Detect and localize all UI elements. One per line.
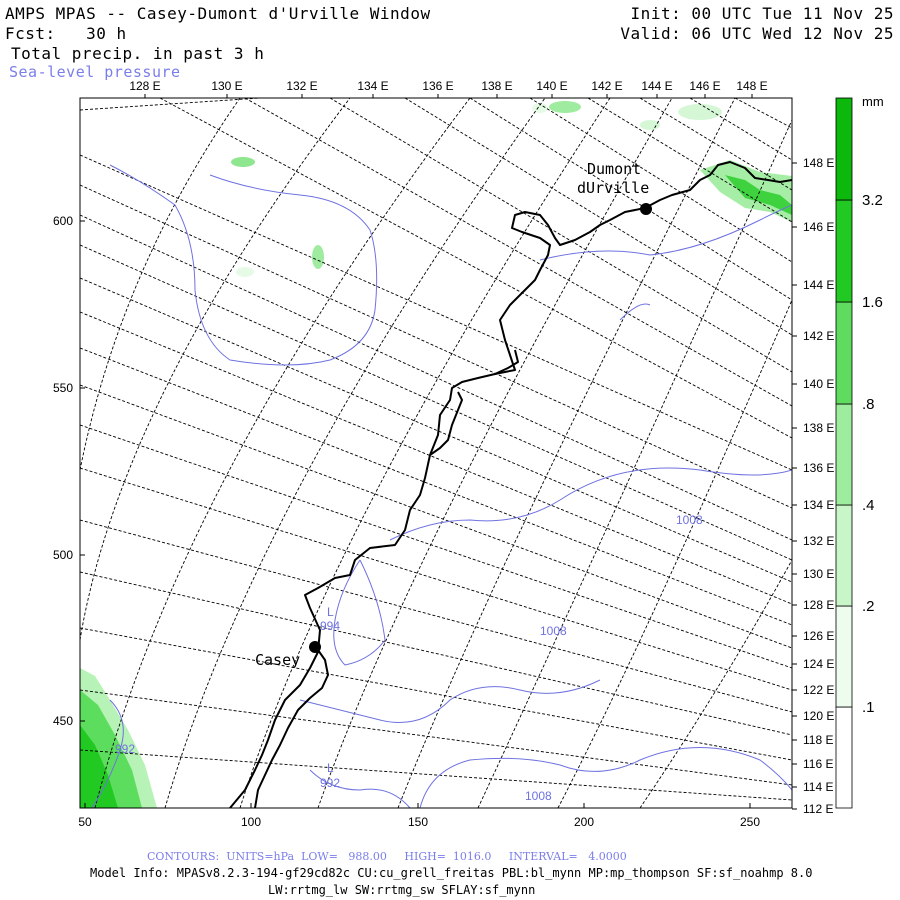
right-lon-label: 122 E bbox=[803, 683, 834, 697]
right-lon-label: 130 E bbox=[803, 567, 834, 581]
init-time: Init: 00 UTC Tue 11 Nov 25 bbox=[630, 4, 894, 23]
stations: Dumont dUrville Casey bbox=[255, 160, 652, 669]
top-lon-labels: 128 E 130 E 132 E 134 E 136 E 138 E 140 E 142 E… bbox=[129, 79, 768, 98]
colorbar-segment bbox=[835, 403, 853, 506]
precip-area-ne-core bbox=[725, 175, 792, 215]
x-tick-label: 200 bbox=[574, 815, 594, 829]
isobar-label: 994 bbox=[320, 619, 340, 633]
forecast-hour: Fcst: 30 h bbox=[5, 24, 127, 43]
isobar-label-group: 1008 1008 1008 992 992 994 L L bbox=[115, 513, 703, 803]
x-tick-label: 150 bbox=[408, 815, 428, 829]
isobar-label: 992 bbox=[115, 742, 135, 756]
meridian-line bbox=[80, 154, 792, 471]
model-info-2: LW:rrtmg_lw SW:rrtmg_sw SFLAY:sf_mynn bbox=[268, 883, 536, 897]
right-lon-label: 120 E bbox=[803, 709, 834, 723]
station-label-casey: Casey bbox=[255, 651, 300, 669]
x-tick-label: 50 bbox=[78, 815, 92, 829]
field-name: Total precip. in past 3 h bbox=[11, 44, 265, 63]
colorbar: mm .1 .2 .4 .8 1.6 3.2 bbox=[835, 94, 884, 809]
x-tick-label: 100 bbox=[241, 815, 261, 829]
valid-time: Valid: 06 UTC Wed 12 Nov 25 bbox=[620, 24, 894, 43]
top-lon-label: 130 E bbox=[211, 79, 242, 93]
colorbar-segment bbox=[835, 504, 853, 607]
colorbar-segment bbox=[835, 199, 853, 303]
right-lon-labels: 148 E 146 E 144 E 142 E 140 E 138 E 136 E 134 E… bbox=[792, 156, 834, 816]
top-lon-label: 148 E bbox=[736, 79, 767, 93]
y-tick-label: 600 bbox=[53, 214, 73, 228]
station-label-dumont: Dumont bbox=[587, 160, 641, 178]
low-marker: L bbox=[327, 605, 334, 619]
colorbar-level-label: .1 bbox=[862, 699, 875, 716]
x-tick-label: 250 bbox=[740, 815, 760, 829]
right-lon-label: 126 E bbox=[803, 629, 834, 643]
x-axis: 50 100 150 200 250 bbox=[78, 803, 760, 829]
map-interior: 1008 1008 1008 992 992 994 L L Dumont dU… bbox=[80, 98, 792, 808]
right-lon-label: 112 E bbox=[803, 802, 833, 816]
precip-patch-3 bbox=[231, 157, 255, 167]
coastline bbox=[229, 161, 792, 808]
right-lon-label: 140 E bbox=[803, 377, 834, 391]
low-marker: L bbox=[327, 761, 334, 775]
graticule bbox=[80, 98, 792, 808]
isobar-label: 992 bbox=[320, 776, 340, 790]
colorbar-segment bbox=[835, 706, 853, 809]
colorbar-segment bbox=[835, 301, 853, 405]
isobars bbox=[91, 164, 792, 808]
isobar-label: 1008 bbox=[676, 513, 703, 527]
right-lon-label: 116 E bbox=[803, 757, 833, 771]
right-lon-label: 114 E bbox=[803, 780, 833, 794]
colorbar-segment bbox=[835, 605, 853, 708]
precip-patch-5 bbox=[236, 267, 254, 277]
right-lon-label: 144 E bbox=[803, 278, 834, 292]
top-lon-label: 134 E bbox=[357, 79, 388, 93]
station-marker-dumont bbox=[640, 203, 652, 215]
map-frame bbox=[79, 97, 793, 809]
right-lon-label: 136 E bbox=[803, 461, 834, 475]
top-lon-label: 140 E bbox=[536, 79, 567, 93]
isobar-label: 1008 bbox=[540, 624, 567, 638]
y-axis: 600 550 500 450 bbox=[53, 214, 85, 728]
right-lon-label: 128 E bbox=[803, 598, 834, 612]
right-lon-label: 124 E bbox=[803, 657, 834, 671]
precip-patch-6 bbox=[532, 103, 548, 113]
colorbar-segment bbox=[835, 97, 853, 201]
station-marker-casey bbox=[309, 641, 321, 653]
top-lon-label: 128 E bbox=[129, 79, 160, 93]
colorbar-unit: mm bbox=[862, 94, 884, 109]
top-lon-label: 144 E bbox=[641, 79, 672, 93]
right-lon-label: 146 E bbox=[803, 220, 834, 234]
precip-shading bbox=[80, 101, 792, 808]
top-lon-label: 142 E bbox=[591, 79, 622, 93]
top-lon-label: 138 E bbox=[481, 79, 512, 93]
top-lon-label: 136 E bbox=[422, 79, 453, 93]
precip-area-sw-core bbox=[80, 725, 118, 808]
right-lon-label: 148 E bbox=[803, 156, 834, 170]
y-tick-label: 450 bbox=[53, 714, 73, 728]
colorbar-level-label: .8 bbox=[862, 396, 875, 413]
right-lon-label: 134 E bbox=[803, 498, 834, 512]
right-lon-label: 132 E bbox=[803, 534, 834, 548]
model-info: Model Info: MPASv8.2.3-194-gf29cd82c CU:… bbox=[90, 866, 813, 880]
precip-patch-2 bbox=[678, 104, 722, 120]
y-tick-label: 550 bbox=[53, 381, 73, 395]
colorbar-level-label: 1.6 bbox=[862, 294, 883, 311]
contour-info: CONTOURS: UNITS=hPa LOW= 988.00 HIGH= 10… bbox=[147, 850, 627, 863]
overlay-name: Sea-level pressure bbox=[9, 63, 181, 81]
top-lon-label: 132 E bbox=[286, 79, 317, 93]
right-lon-label: 138 E bbox=[803, 421, 834, 435]
colorbar-level-label: 3.2 bbox=[862, 192, 883, 209]
colorbar-level-label: .2 bbox=[862, 598, 875, 615]
precip-patch-1 bbox=[549, 101, 581, 113]
isobar-label: 1008 bbox=[525, 789, 552, 803]
right-lon-label: 142 E bbox=[803, 329, 834, 343]
precip-patch-7 bbox=[640, 120, 660, 130]
top-lon-label: 146 E bbox=[689, 79, 720, 93]
title: AMPS MPAS -- Casey-Dumont d'Urville Wind… bbox=[5, 4, 431, 23]
precip-patch-4 bbox=[312, 245, 324, 269]
colorbar-level-label: .4 bbox=[862, 497, 875, 514]
right-lon-label: 118 E bbox=[803, 733, 833, 747]
station-label-dumont-2: dUrville bbox=[577, 179, 649, 197]
y-tick-label: 500 bbox=[53, 548, 73, 562]
